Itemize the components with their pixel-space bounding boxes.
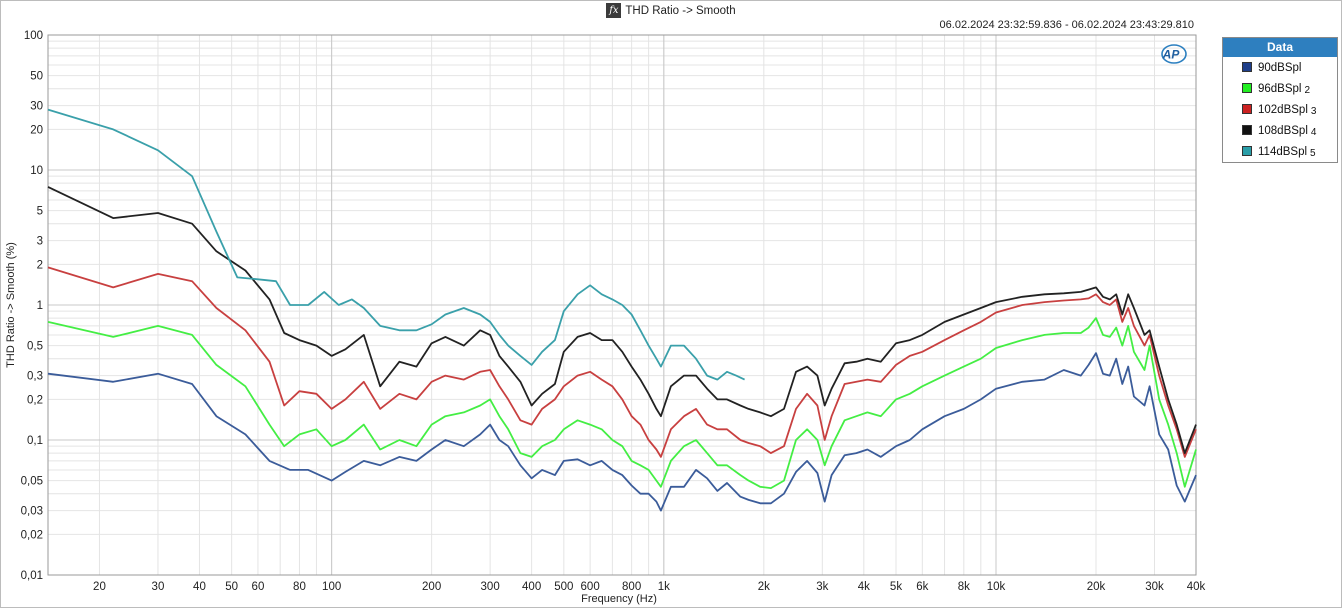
series-lines [47, 108, 1197, 512]
y-tick-label: 0,1 [27, 435, 43, 447]
ap-logo-text: AP [1162, 48, 1181, 62]
x-tick-label: 200 [422, 581, 441, 593]
x-tick-label: 40k [1187, 581, 1206, 593]
x-tick-label: 20k [1087, 581, 1106, 593]
legend-item[interactable]: 96dBSpl 2 [1223, 78, 1337, 99]
x-tick-label: 600 [581, 581, 600, 593]
ap-logo-icon: AP [1161, 44, 1187, 64]
series-line-3[interactable] [47, 266, 1197, 458]
y-tick-label: 0,01 [21, 570, 43, 582]
x-tick-label: 300 [481, 581, 500, 593]
y-tick-label: 50 [30, 71, 43, 83]
x-tick-label: 4k [858, 581, 870, 593]
x-tick-label: 6k [916, 581, 928, 593]
fx-icon[interactable]: fx [606, 3, 622, 18]
x-tick-label: 30k [1145, 581, 1164, 593]
legend-label: 114dBSpl [1258, 145, 1308, 158]
plot-border [47, 34, 1197, 576]
y-tick-label: 0,02 [21, 529, 43, 541]
y-axis-label: THD Ratio -> Smooth (%) [5, 242, 17, 368]
y-tick-label: 100 [24, 30, 43, 42]
y-tick-label: 10 [30, 165, 43, 177]
legend-item[interactable]: 102dBSpl 3 [1223, 99, 1337, 120]
y-tick-label: 30 [30, 101, 43, 113]
x-tick-label: 80 [293, 581, 306, 593]
legend-item[interactable]: 90dBSpl [1223, 57, 1337, 78]
x-tick-label: 3k [816, 581, 828, 593]
x-tick-label: 5k [890, 581, 902, 593]
time-range-label: 06.02.2024 23:32:59.836 - 06.02.2024 23:… [939, 19, 1194, 31]
y-tick-label: 0,05 [21, 476, 43, 488]
legend-item[interactable]: 114dBSpl 5 [1223, 141, 1337, 162]
x-tick-label: 2k [758, 581, 770, 593]
x-tick-label: 8k [958, 581, 970, 593]
y-tick-labels: 100 50 30 20 10 5 3 2 1 0,5 0,3 0,2 0,1 0,05 0,03 0,02 0… [21, 30, 43, 582]
x-tick-label: 60 [252, 581, 265, 593]
legend-label: 96dBSpl [1258, 82, 1302, 95]
y-tick-label: 0,3 [27, 371, 43, 383]
series-line-1[interactable] [47, 352, 1197, 512]
x-tick-label: 400 [522, 581, 541, 593]
legend-suffix: 4 [1310, 127, 1317, 138]
x-tick-label: 100 [322, 581, 341, 593]
x-tick-label: 40 [193, 581, 206, 593]
y-tick-label: 3 [37, 236, 43, 248]
series-line-2[interactable] [47, 317, 1197, 489]
y-tick-label: 0,2 [27, 394, 43, 406]
chart-title: THD Ratio -> Smooth [625, 4, 736, 17]
y-tick-label: 0,03 [21, 506, 43, 518]
x-tick-label: 20 [93, 581, 106, 593]
x-axis-label: Frequency (Hz) [581, 593, 657, 605]
legend-label: 90dBSpl [1258, 61, 1302, 74]
legend-suffix: 5 [1310, 148, 1316, 159]
y-tick-label: 5 [37, 206, 43, 218]
series-line-5[interactable] [47, 108, 745, 381]
x-tick-label: 800 [622, 581, 641, 593]
legend-swatch [1242, 62, 1252, 72]
y-tick-label: 0,5 [27, 341, 43, 353]
legend-label: 102dBSpl [1258, 103, 1308, 116]
x-tick-label: 30 [152, 581, 165, 593]
legend-swatch [1242, 125, 1252, 135]
legend-label: 108dBSpl [1258, 124, 1308, 137]
y-tick-label: 20 [30, 124, 43, 136]
legend-header: Data [1223, 38, 1337, 57]
y-tick-label: 1 [37, 300, 43, 312]
x-tick-label: 10k [987, 581, 1006, 593]
legend-swatch [1242, 146, 1252, 156]
legend-suffix: 2 [1304, 85, 1311, 96]
x-tick-label: 1k [658, 581, 670, 593]
legend-suffix: 3 [1310, 106, 1317, 117]
legend-panel: Data 90dBSpl 96dBSpl 2 102dBSpl 3 108dBSpl 4 11… [1222, 37, 1338, 163]
legend-swatch [1242, 83, 1252, 93]
x-tick-label: 50 [225, 581, 238, 593]
x-tick-labels: 20 30 40 50 60 80 100 200 300 400 500 600 800 1k 2k 3k 4… [93, 581, 1205, 593]
x-tick-label: 500 [554, 581, 573, 593]
y-tick-label: 2 [37, 259, 43, 271]
title-bar: fx THD Ratio -> Smooth [0, 0, 1342, 18]
series-line-4[interactable] [47, 186, 1197, 454]
legend-swatch [1242, 104, 1252, 114]
legend-item[interactable]: 108dBSpl 4 [1223, 120, 1337, 141]
